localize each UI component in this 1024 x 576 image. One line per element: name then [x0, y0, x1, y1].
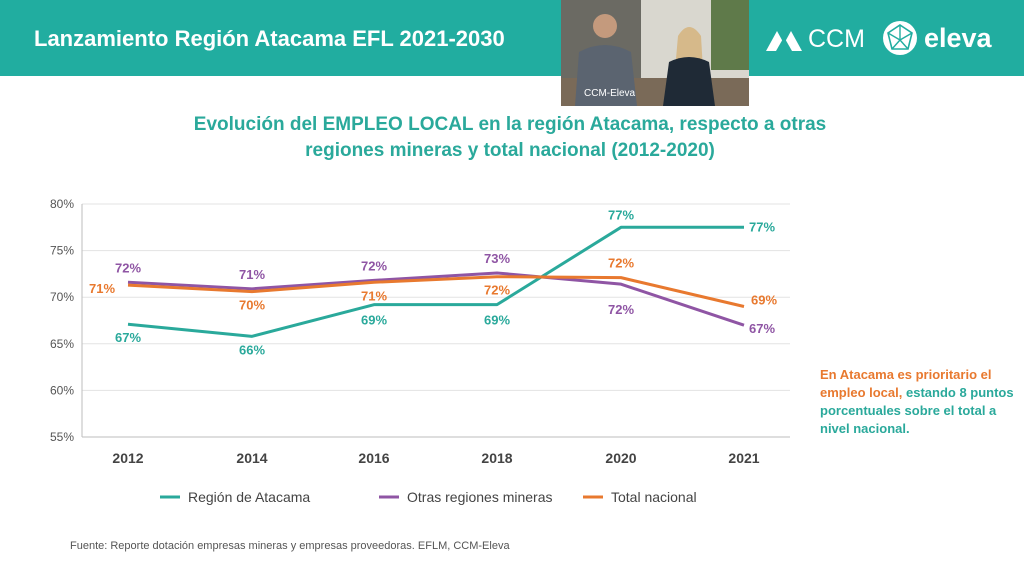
- presentation-title: Lanzamiento Región Atacama EFL 2021-2030: [34, 26, 505, 51]
- data-label: 77%: [608, 207, 634, 222]
- data-label: 71%: [239, 267, 265, 282]
- data-label: 69%: [361, 313, 387, 328]
- data-label: 73%: [484, 251, 510, 266]
- legend-label: Total nacional: [611, 489, 697, 505]
- data-label: 71%: [361, 288, 387, 303]
- legend-label: Región de Atacama: [188, 489, 310, 505]
- x-tick-label: 2020: [605, 450, 636, 466]
- y-tick-label: 60%: [50, 383, 74, 397]
- series-line: [127, 225, 744, 338]
- x-tick-label: 2014: [236, 450, 267, 466]
- data-label: 72%: [608, 302, 634, 317]
- data-label: 72%: [608, 256, 634, 271]
- data-label: 67%: [115, 330, 141, 345]
- y-tick-label: 65%: [50, 337, 74, 351]
- video-feed[interactable]: [561, 0, 749, 106]
- x-tick-label: 2012: [112, 450, 143, 466]
- x-tick-label: 2018: [481, 450, 512, 466]
- side-note-highlight: En Atacama es prioritario el empleo loca…: [820, 367, 992, 400]
- data-label: 77%: [749, 219, 775, 234]
- series-line: [127, 271, 745, 327]
- data-label: 69%: [751, 293, 777, 308]
- data-label: 71%: [89, 281, 115, 296]
- data-label: 69%: [484, 313, 510, 328]
- header-bar: Lanzamiento Región Atacama EFL 2021-2030: [0, 0, 1024, 76]
- side-note: En Atacama es prioritario el empleo loca…: [820, 366, 1016, 438]
- chart-title: Evolución del EMPLEO LOCAL en la región …: [60, 112, 960, 164]
- y-tick-label: 75%: [50, 244, 74, 258]
- video-participants-image: [561, 0, 749, 106]
- data-label: 72%: [484, 283, 510, 298]
- side-note-text: estando 8 puntos porcentuales sobre el t…: [820, 385, 1014, 436]
- y-tick-label: 70%: [50, 290, 74, 304]
- data-label: 70%: [239, 298, 265, 313]
- series-line: [127, 275, 745, 308]
- data-label: 66%: [239, 342, 265, 357]
- x-tick-label: 2016: [358, 450, 389, 466]
- ccm-logo-text: CCM: [808, 24, 865, 53]
- ccm-logo-icon: [766, 31, 802, 51]
- legend-label: Otras regiones mineras: [407, 489, 553, 505]
- data-label: 67%: [749, 321, 775, 336]
- video-participant-label: CCM-Eleva: [584, 88, 636, 99]
- eleva-logo-text: eleva: [924, 22, 992, 53]
- eleva-logo: eleva: [882, 20, 992, 56]
- y-tick-label: 55%: [50, 430, 74, 444]
- data-label: 72%: [115, 260, 141, 275]
- x-tick-label: 2021: [728, 450, 759, 466]
- eleva-logo-icon: [883, 21, 917, 55]
- y-tick-label: 80%: [50, 197, 74, 211]
- ccm-logo: CCM: [766, 24, 865, 53]
- chart-title-line-1: Evolución del EMPLEO LOCAL en la región …: [193, 114, 827, 135]
- chart-title-line-2: regiones mineras y total nacional (2012-…: [305, 140, 715, 161]
- data-label: 72%: [361, 258, 387, 273]
- source-note: Fuente: Reporte dotación empresas minera…: [70, 540, 510, 552]
